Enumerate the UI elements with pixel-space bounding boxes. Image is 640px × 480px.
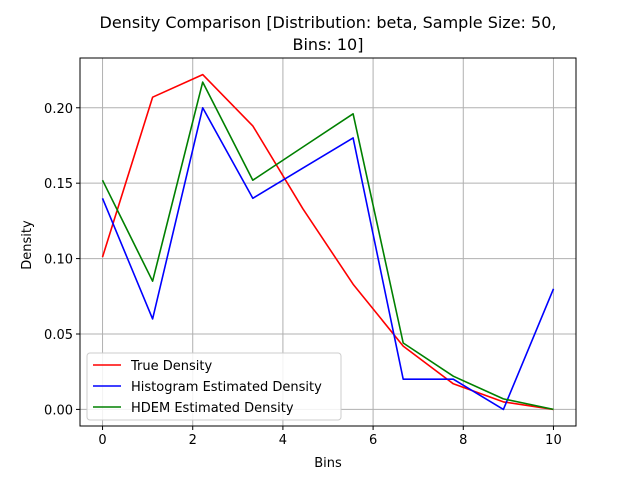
plot-frame: [79, 57, 577, 427]
x-tick-label: 2: [189, 433, 197, 448]
series-line-1: [101, 73, 554, 411]
series-line-2: [101, 107, 555, 411]
x-tick-label: 0: [98, 433, 106, 448]
legend-label-1: True Density: [130, 359, 212, 374]
y-tick-label: 0.00: [44, 403, 73, 418]
x-tick-label: 6: [369, 433, 377, 448]
y-tick-label: 0.10: [44, 253, 73, 268]
legend-box: [86, 352, 342, 421]
y-axis-label: Density: [20, 220, 35, 270]
legend-label-3: HDEM Estimated Density: [131, 401, 294, 416]
grid: [80, 58, 576, 426]
series-line-3: [101, 81, 554, 411]
y-tick-label: 0.20: [44, 102, 73, 117]
legend: True Density Histogram Estimated Density H…: [86, 352, 342, 421]
x-axis-label: Bins: [314, 456, 342, 471]
chart-title-line-2: Bins: 10]: [293, 35, 364, 54]
chart-title-line-1: Density Comparison [Distribution: beta, …: [100, 13, 557, 32]
legend-label-2: Histogram Estimated Density: [131, 380, 322, 395]
axis-ticks: 0 2 4 6 8 10 0.00 0.05 0.10 0.15 0.20: [44, 102, 562, 448]
x-tick-label: 8: [459, 433, 467, 448]
y-tick-label: 0.05: [44, 328, 73, 343]
y-tick-label: 0.15: [44, 177, 73, 192]
series-lines: [101, 73, 555, 411]
x-tick-label: 4: [279, 433, 287, 448]
x-tick-label: 10: [545, 433, 562, 448]
